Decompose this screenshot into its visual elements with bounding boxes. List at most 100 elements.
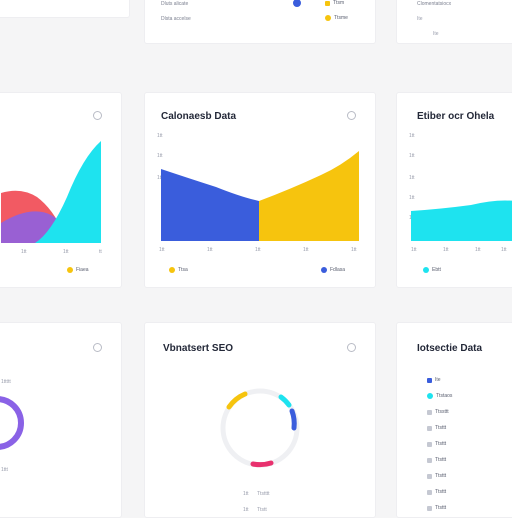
y-label-3: 1tt (409, 175, 415, 181)
x-tick-left: 1tt (21, 249, 27, 255)
x-tick-3: 1tt (255, 247, 261, 253)
x-tick-3: 1tt (475, 247, 481, 253)
area-chart-mid (161, 151, 359, 241)
card-title: Calonaesb Data (161, 111, 237, 122)
list-item-label: Ttsttt (435, 473, 447, 479)
list-swatch-icon (427, 505, 432, 511)
y-label-3: 1tt (157, 175, 163, 181)
x-tick-1: 1tt (411, 247, 417, 253)
x-tick-4: 1tt (501, 247, 507, 253)
list-item-label: Ttsttt (435, 457, 447, 463)
list-item-label: Ttsttt (435, 425, 447, 431)
list-item: Ttsttt (427, 505, 446, 511)
area-chart-left (1, 141, 101, 243)
list-dot-icon (427, 393, 433, 399)
x-tick-2: 1tt (207, 247, 213, 253)
list-swatch-icon (427, 441, 432, 447)
top-right-text-1: Clomentatsiocx (417, 1, 452, 7)
top-blue-badge-icon (293, 0, 301, 7)
list-item: Ttsttt (427, 457, 446, 463)
card-title: Vbnatsert SEO (163, 343, 234, 354)
info-icon[interactable] (93, 111, 102, 120)
top-right-text-3: Ite (433, 31, 439, 37)
list-swatch-icon (427, 457, 432, 463)
top-card-left (0, 0, 130, 18)
list-item: Ttsttt (427, 441, 446, 447)
tick-2: 1ttt (1, 467, 8, 473)
legend-mid-left: Ttsa (169, 267, 188, 273)
donut-left (0, 396, 24, 450)
list-item-label: Ttsttt (435, 441, 447, 447)
card-title: Iotsectie Data (417, 343, 483, 354)
legend-left-top: Fiaea (67, 267, 89, 273)
legend-left-top-label: Fiaea (76, 267, 89, 273)
card-right-bottom: Iotsectie Data Ite Ttstaos Ttssttt Ttstt… (396, 322, 512, 518)
list-swatch-icon (427, 489, 432, 495)
donut-slice-blue (289, 408, 297, 431)
x-tick-1: 1tt (159, 247, 165, 253)
legend-mid-right-label: Fdlasa (330, 267, 346, 273)
top-legend-2: Ttsme (325, 15, 348, 21)
x-tick-2: 1tt (443, 247, 449, 253)
donut-chart (220, 388, 300, 468)
tick-1: 1ttttt (1, 379, 11, 385)
legend-mid-left-label: Ttsa (178, 267, 188, 273)
donut-slice-cyan (278, 394, 292, 408)
list-item: Ite (427, 377, 441, 383)
card-left-top: 1tt 1tt tt Fiaea (0, 92, 122, 288)
donut-slice-pink (250, 460, 274, 468)
list-swatch-icon (427, 473, 432, 479)
area-cyan (35, 141, 101, 243)
legend-swatch-icon (325, 0, 330, 6)
info-icon[interactable] (93, 343, 102, 352)
list-item: Ttstaos (427, 393, 452, 399)
info-icon[interactable] (347, 343, 356, 352)
list-swatch-icon (427, 425, 432, 431)
footer-4: Ttstt (257, 507, 267, 513)
area-yellow (259, 151, 359, 241)
legend-dot-icon (67, 267, 73, 273)
list-item-label: Ttsttt (435, 505, 447, 511)
list-item-label: Ttsttt (435, 489, 447, 495)
y-label-2: 1tt (409, 153, 415, 159)
card-left-bottom: 1ttttt 1ttt (0, 322, 122, 518)
legend-dot-icon (169, 267, 175, 273)
top-text-1: Dluts alicate (161, 1, 189, 7)
card-title: Etiber ocr Ohela (417, 111, 495, 122)
list-item: Ttsttt (427, 425, 446, 431)
legend-dot-icon (423, 267, 429, 273)
top-legend-1-label: Ttsm (333, 0, 345, 6)
area-chart-right (411, 200, 512, 241)
x-tick-mid: 1tt (63, 249, 69, 255)
top-legend-2-label: Ttsme (334, 15, 348, 21)
card-mid-top: Calonaesb Data 1tt 1tt 1tt 1tt 1tt 1tt 1… (144, 92, 376, 288)
top-text-2: Dlsta accelse (161, 16, 191, 22)
legend-right-top: Ebtt (423, 267, 441, 273)
card-right-top: Etiber ocr Ohela 1tt 1tt 1tt 1tt 1tt 1tt… (396, 92, 512, 288)
list-item-label: Ttssttt (435, 409, 449, 415)
legend-mid-right: Fdlasa (321, 267, 345, 273)
x-tick-right: tt (99, 249, 102, 255)
footer-2: Ttstttt (257, 491, 270, 497)
y-label-4: 1tt (409, 195, 415, 201)
list-item: Ttsttt (427, 489, 446, 495)
footer-1: 1tt (243, 491, 249, 497)
info-icon[interactable] (347, 111, 356, 120)
donut-ring-purple (0, 396, 24, 450)
top-card-mid: Dluts alicate Dlsta accelse Ttsm Ttsme (144, 0, 376, 44)
legend-dot-icon (325, 15, 331, 21)
card-mid-bottom: Vbnatsert SEO 1tt Ttstttt 1tt Ttstt (144, 322, 376, 518)
y-label-2: 1tt (157, 153, 163, 159)
list-swatch-icon (427, 409, 432, 415)
y-label-1: 1tt (157, 133, 163, 139)
top-legend-1: Ttsm (325, 0, 344, 6)
legend-dot-icon (321, 267, 327, 273)
top-right-text-2: Ite (417, 16, 423, 22)
area-blue (161, 169, 259, 241)
list-item-label: Ttstaos (436, 393, 453, 399)
list-swatch-icon (427, 377, 432, 383)
footer-3: 1tt (243, 507, 249, 513)
list-item-label: Ite (435, 377, 441, 383)
area-cyan (411, 200, 512, 241)
list-item: Ttsttt (427, 473, 446, 479)
